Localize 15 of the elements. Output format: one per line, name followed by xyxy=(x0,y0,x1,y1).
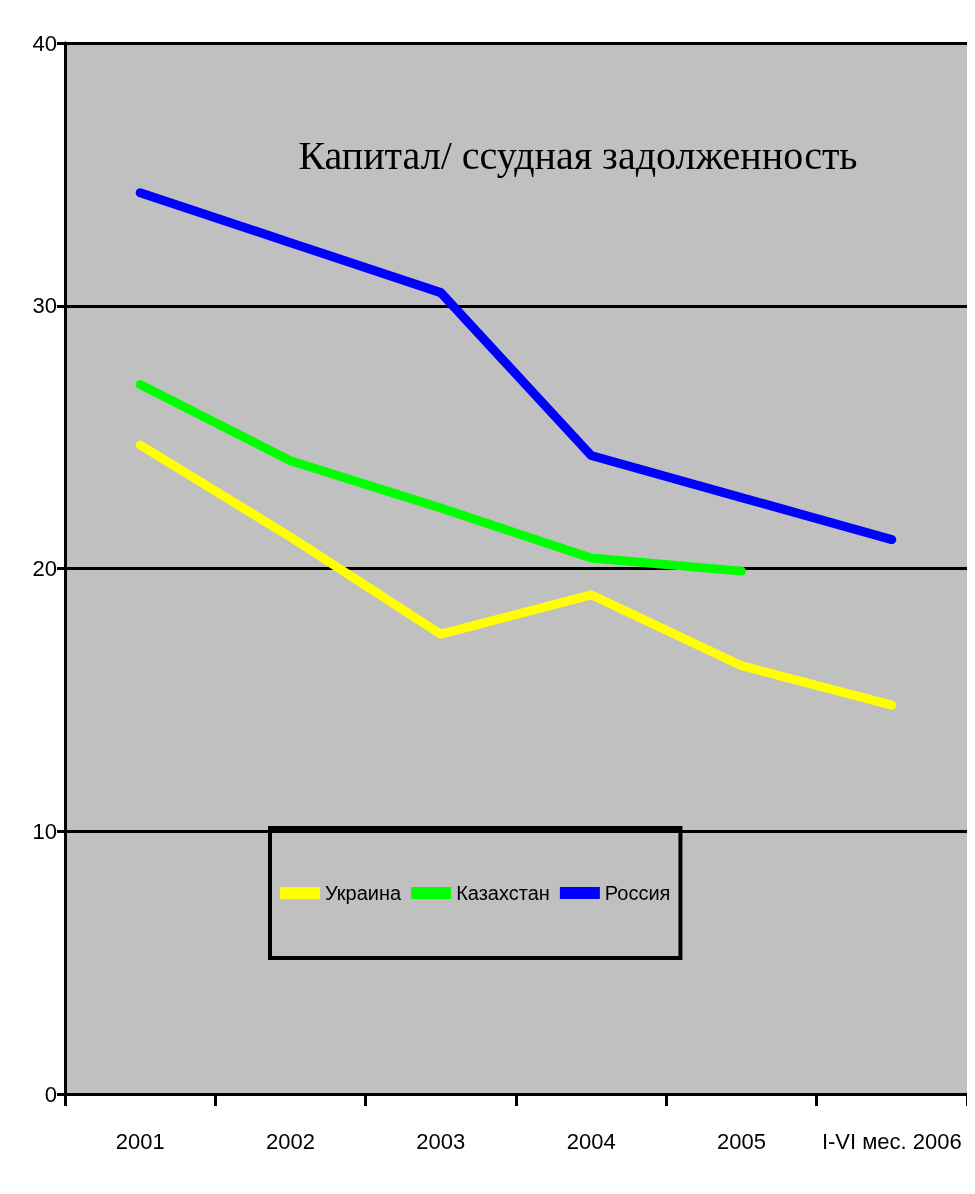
legend-label: Украина xyxy=(325,882,403,904)
y-tick-label: 0 xyxy=(44,1081,57,1107)
x-tick-label: 2002 xyxy=(266,1128,315,1154)
legend-label: Казахстан xyxy=(456,882,550,904)
legend-label: Россия xyxy=(604,882,671,904)
text: Капитал/ ссудная задолженность xyxy=(298,132,858,178)
x-tick-label: 2004 xyxy=(566,1128,616,1154)
x-tick-label: I-VI мес. 2006 xyxy=(821,1128,962,1154)
y-tick-label: 10 xyxy=(32,818,57,844)
x-tick-label: 2003 xyxy=(416,1128,466,1154)
x-tick-label: 2005 xyxy=(717,1128,766,1154)
y-tick-label: 30 xyxy=(32,293,57,319)
x-tick-label: 2001 xyxy=(115,1128,165,1154)
y-tick-label: 40 xyxy=(32,30,57,56)
y-tick-label: 20 xyxy=(32,556,57,581)
